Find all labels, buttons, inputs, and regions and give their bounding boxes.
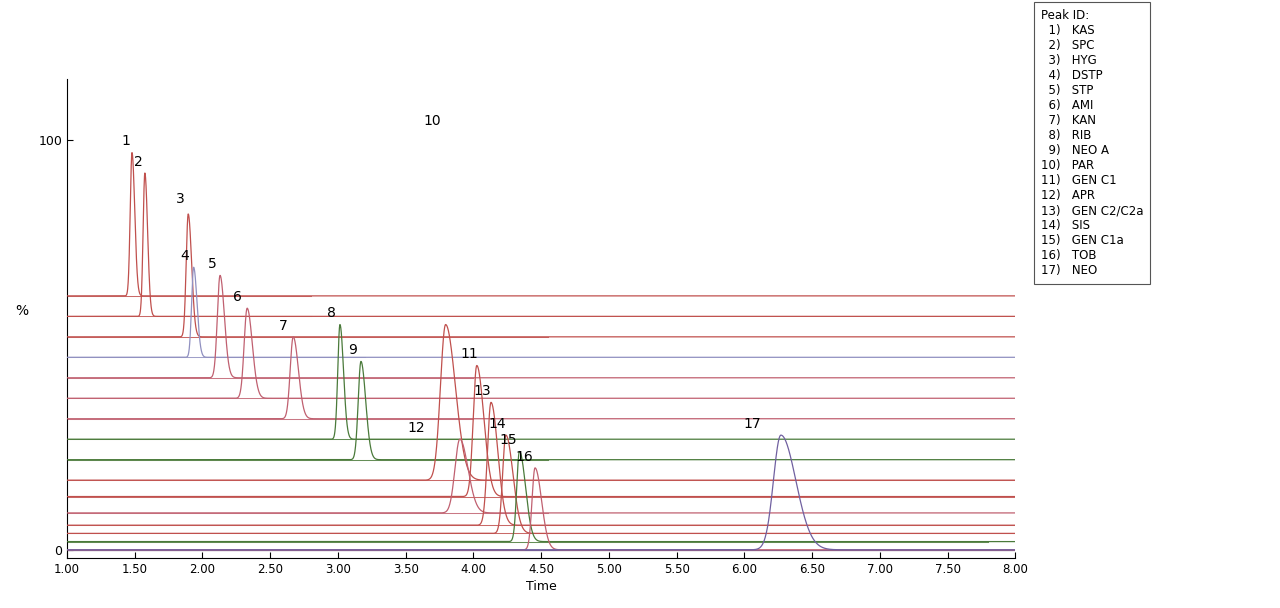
Text: 15: 15 bbox=[499, 434, 517, 447]
Text: 1: 1 bbox=[122, 134, 131, 148]
Text: 9: 9 bbox=[348, 344, 357, 358]
Text: 17: 17 bbox=[742, 417, 760, 431]
Y-axis label: %: % bbox=[15, 305, 28, 319]
Text: 3: 3 bbox=[177, 192, 186, 206]
Text: 12: 12 bbox=[407, 421, 425, 435]
Text: 11: 11 bbox=[461, 347, 479, 361]
Text: 5: 5 bbox=[207, 257, 216, 271]
X-axis label: Time: Time bbox=[526, 580, 557, 593]
Text: 4: 4 bbox=[180, 249, 189, 263]
Text: 2: 2 bbox=[134, 155, 143, 169]
Text: Peak ID:
  1)   KAS
  2)   SPC
  3)   HYG
  4)   DSTP
  5)   STP
  6)   AMI
  7): Peak ID: 1) KAS 2) SPC 3) HYG 4) DSTP 5)… bbox=[1041, 9, 1143, 277]
Text: 16: 16 bbox=[516, 450, 534, 464]
Text: 13: 13 bbox=[474, 384, 492, 398]
Text: 8: 8 bbox=[328, 306, 337, 320]
Text: 6: 6 bbox=[233, 290, 242, 304]
Text: 14: 14 bbox=[488, 417, 506, 431]
Text: 10: 10 bbox=[424, 114, 442, 128]
Text: 7: 7 bbox=[279, 319, 288, 333]
